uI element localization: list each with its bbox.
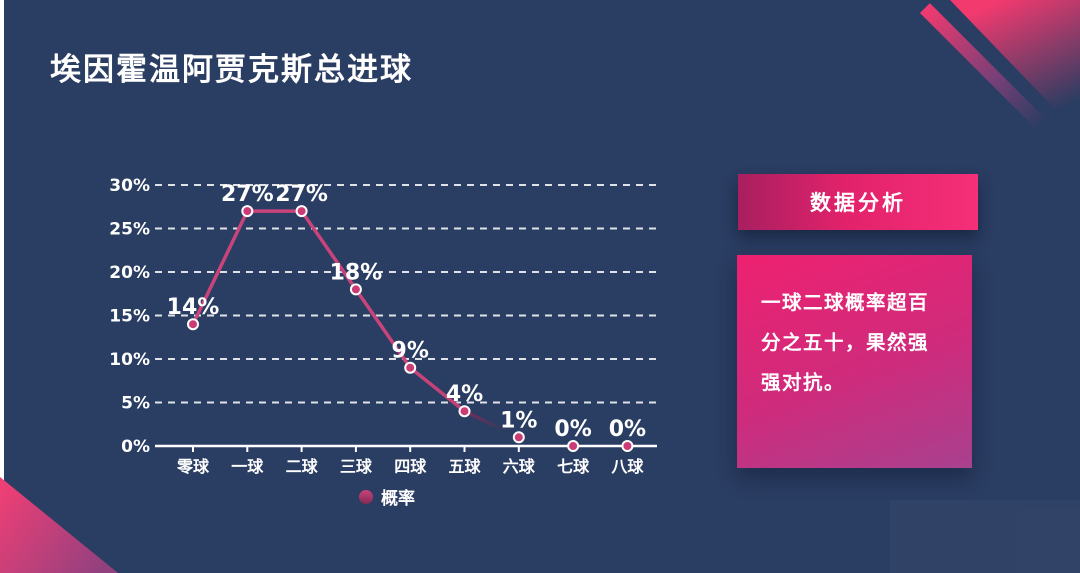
- data-point-marker: [349, 283, 362, 296]
- data-point-label: 0%: [609, 417, 646, 442]
- y-tick-label: 25%: [109, 220, 150, 240]
- data-point-label: 14%: [167, 295, 220, 320]
- data-point-marker: [295, 205, 308, 218]
- probability-line-fade: [462, 409, 521, 440]
- legend-marker: [359, 490, 373, 504]
- data-point-label: 1%: [500, 408, 537, 433]
- x-tick-label: 零球: [176, 457, 210, 476]
- page-title: 埃因霍温阿贾克斯总进球: [50, 52, 413, 88]
- data-point-marker: [512, 431, 525, 444]
- x-tick-label: 七球: [557, 457, 590, 476]
- data-point-marker: [187, 318, 199, 331]
- corner-decoration-top-right: [950, 0, 1080, 135]
- x-tick-label: 二球: [286, 457, 319, 476]
- y-tick-label: 30%: [109, 176, 150, 196]
- analysis-panel-body: 一球二球概率超百分之五十，果然强强对抗。: [737, 255, 972, 468]
- x-tick-label: 三球: [340, 457, 373, 476]
- x-tick-label: 六球: [503, 457, 536, 476]
- y-tick-label: 20%: [109, 263, 150, 283]
- y-tick-label: 10%: [109, 350, 150, 370]
- legend-label: 概率: [381, 488, 415, 509]
- probability-line: [191, 209, 467, 413]
- data-point-marker: [241, 205, 254, 218]
- data-point-label: 27%: [221, 182, 274, 207]
- y-tick-label: 15%: [109, 307, 150, 327]
- data-point-label: 9%: [392, 339, 429, 364]
- x-tick-label: 八球: [610, 457, 644, 476]
- page-left-edge: [0, 0, 4, 573]
- probability-line-chart: 0% 5% 10% 15% 20% 25% 30% 零球 一球 二球 三球 四球 五球 六球 七球 八球 14%…: [109, 176, 657, 509]
- data-point-label: 4%: [446, 382, 483, 407]
- data-point-marker: [404, 361, 417, 374]
- x-tick-label: 一球: [231, 457, 264, 476]
- bottom-right-smudge: [890, 500, 1080, 573]
- data-point-label: 18%: [330, 260, 383, 285]
- y-tick-label: 5%: [121, 394, 150, 414]
- y-tick-label: 0%: [121, 437, 150, 457]
- data-point-marker: [567, 440, 580, 452]
- data-point-marker: [458, 405, 471, 418]
- data-point-label: 27%: [275, 182, 328, 207]
- analysis-panel-text: 一球二球概率超百分之五十，果然强强对抗。: [761, 291, 930, 394]
- data-point-label: 0%: [554, 417, 591, 442]
- data-point-marker: [621, 440, 634, 452]
- x-tick-label: 四球: [394, 457, 427, 476]
- analysis-panel-header: 数据分析: [738, 174, 978, 230]
- analysis-panel-header-label: 数据分析: [810, 191, 906, 215]
- x-tick-label: 五球: [448, 457, 481, 476]
